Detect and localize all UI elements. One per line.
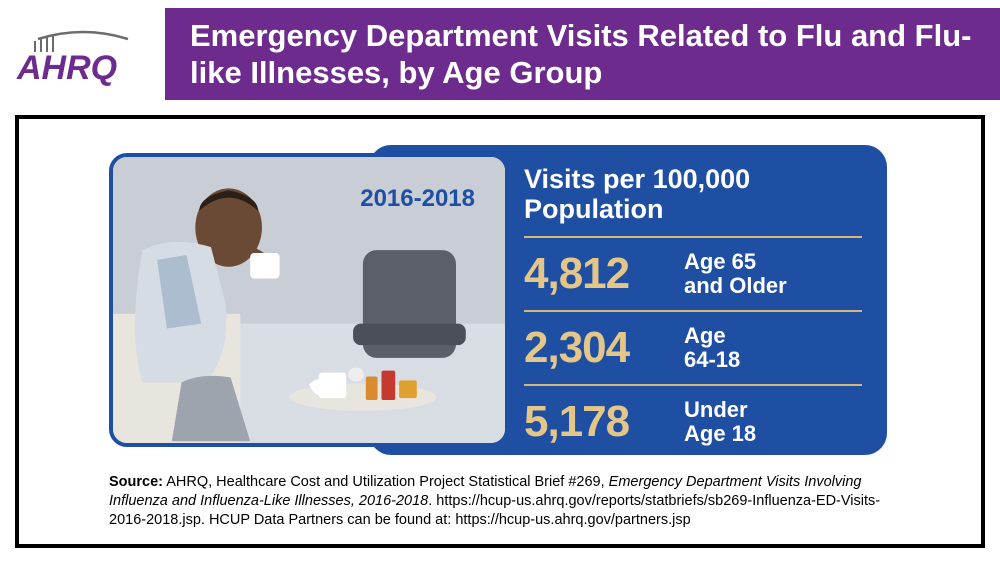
stat-row: 5,178 Under Age 18	[524, 384, 862, 458]
title-banner: Emergency Department Visits Related to F…	[165, 8, 1000, 100]
source-citation: Source: AHRQ, Healthcare Cost and Utiliz…	[109, 473, 909, 530]
stat-value: 2,304	[524, 323, 684, 373]
stat-row: 4,812 Age 65 and Older	[524, 236, 862, 310]
content-frame: Visits per 100,000 Population 4,812 Age …	[15, 115, 985, 548]
logo-area: AHRQ	[0, 0, 165, 105]
stat-label: Age 64-18	[684, 324, 740, 372]
stats-subtitle: Visits per 100,000 Population	[524, 165, 862, 224]
ahrq-logo-icon: AHRQ	[13, 27, 153, 87]
source-text-1: AHRQ, Healthcare Cost and Utilization Pr…	[163, 474, 609, 490]
page-title: Emergency Department Visits Related to F…	[190, 17, 975, 91]
photo-card: 2016-2018	[109, 153, 509, 447]
stat-row: 2,304 Age 64-18	[524, 310, 862, 384]
stat-label: Under Age 18	[684, 398, 756, 446]
logo-text: AHRQ	[16, 49, 117, 87]
source-prefix: Source:	[109, 474, 163, 490]
stat-value: 5,178	[524, 397, 684, 447]
stat-label: Age 65 and Older	[684, 250, 787, 298]
year-range-label: 2016-2018	[360, 185, 475, 213]
stat-value: 4,812	[524, 249, 684, 299]
header: AHRQ Emergency Department Visits Related…	[0, 0, 1000, 105]
